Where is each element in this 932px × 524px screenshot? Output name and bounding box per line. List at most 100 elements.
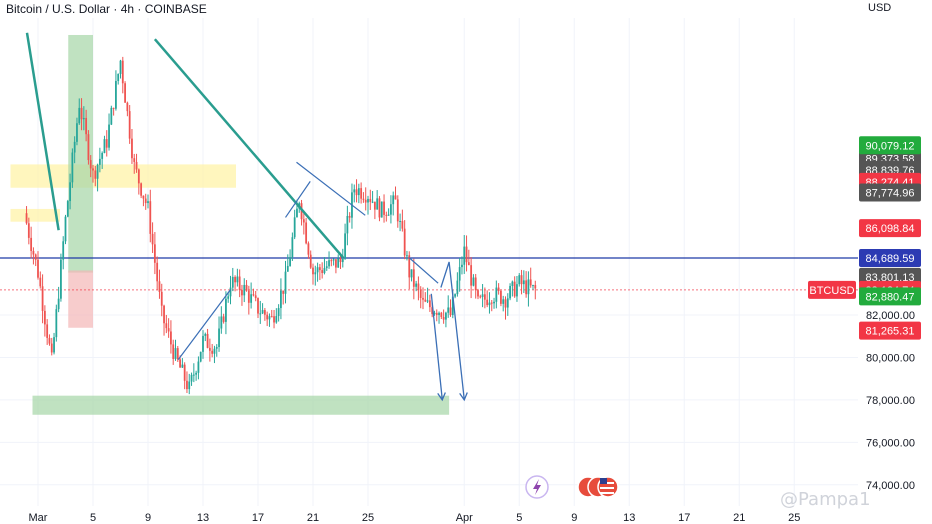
candle-body [174, 348, 177, 359]
candle-body [328, 260, 330, 267]
candle-body [438, 312, 440, 316]
trendline [285, 181, 311, 218]
candle-body [346, 215, 349, 234]
candle-body [236, 276, 239, 283]
candle-body [222, 316, 225, 322]
symbol-tag-label: BTCUSD [809, 285, 854, 297]
axis-layer: 82,000.00 80,000.00 78,000.00 76,000.00 74,0… [29, 310, 915, 524]
candle-body [385, 214, 388, 216]
candle-body [293, 217, 296, 238]
supply-zone [10, 164, 236, 188]
candle-body [55, 309, 58, 338]
candle-body [428, 300, 431, 308]
candle-body [57, 298, 60, 310]
candle-body [344, 233, 346, 259]
x-tick-label: 17 [678, 512, 690, 524]
candle-body [101, 152, 104, 159]
candle-body [215, 347, 218, 349]
y-tick-label: 74,000.00 [866, 480, 915, 492]
candle-body [78, 107, 81, 124]
candle-body [312, 267, 314, 275]
candle-body [408, 255, 411, 278]
x-tick-label: Apr [456, 512, 473, 524]
watermark: @Pampa1 [780, 489, 871, 510]
price-tag: 87,774.96 [859, 183, 921, 202]
candle-body [32, 250, 35, 255]
candle-body [330, 260, 333, 262]
candle-body [341, 258, 344, 263]
price-tag-bg [859, 321, 921, 340]
candle-body [396, 199, 399, 222]
price-tag: 84,689.59 [859, 248, 921, 267]
candle-body [399, 220, 401, 222]
candle-body [522, 280, 525, 285]
candle-body [259, 313, 262, 315]
x-tick-label: 21 [307, 512, 319, 524]
candle-body [60, 259, 62, 299]
trendline [296, 161, 366, 216]
candle-body [208, 347, 211, 351]
candle-body [103, 139, 106, 153]
candle-body [211, 350, 214, 354]
us-flag-icons[interactable] [577, 476, 619, 498]
trendline [25, 32, 60, 231]
candle-body [257, 298, 259, 314]
candle-body [458, 267, 461, 281]
candle-body [380, 201, 383, 218]
demand-zone [32, 395, 450, 415]
candle-body [364, 199, 367, 203]
candle-body [98, 158, 101, 165]
candle-body [318, 267, 321, 271]
candle-body [268, 316, 271, 320]
price-tag-bg [859, 219, 921, 238]
candle-body [353, 189, 356, 193]
candle-body [261, 310, 264, 314]
candle-body [520, 275, 523, 285]
price-tag: 82,880.47 [859, 287, 921, 306]
price-tag-bg [859, 183, 921, 202]
candle-body [401, 220, 404, 229]
candle-body [456, 280, 459, 295]
candle-body [112, 107, 115, 109]
candle-body [305, 222, 308, 244]
x-tick-label: 21 [733, 512, 745, 524]
candle-body [373, 201, 376, 210]
candle-body [96, 164, 99, 179]
x-tick-label: 9 [571, 512, 577, 524]
candle-body [465, 246, 468, 263]
candle-body [85, 117, 88, 135]
candle-body [92, 168, 94, 171]
x-tick-label: 9 [145, 512, 151, 524]
candle-body [25, 213, 28, 224]
candle-body [270, 316, 273, 318]
candle-body [50, 343, 53, 353]
candle-body [119, 60, 122, 74]
candle-body [273, 316, 275, 323]
candle-body [188, 381, 191, 390]
event-icons[interactable] [525, 475, 619, 499]
candle-body [282, 290, 285, 294]
candle-body [73, 141, 76, 153]
candle-body [467, 262, 470, 266]
candle-body [527, 279, 530, 295]
candle-body [121, 60, 124, 84]
candle-body [513, 281, 516, 297]
candle-body [80, 107, 83, 120]
forecast-arrow [430, 293, 443, 400]
candle-body [220, 316, 223, 329]
candle-body [307, 243, 310, 255]
candle-body [34, 254, 37, 260]
candle-body [474, 277, 477, 291]
price-tag-label: 86,098.84 [866, 223, 915, 235]
candle-body [241, 289, 243, 296]
candle-body [504, 299, 507, 308]
price-tag: 81,265.31 [859, 321, 921, 340]
candle-body [378, 198, 381, 218]
drawing-layer [25, 32, 468, 402]
candle-body [126, 102, 129, 112]
price-tag-label: 83,801.13 [866, 272, 915, 284]
candle-body [412, 269, 415, 287]
candle-body [486, 299, 489, 306]
